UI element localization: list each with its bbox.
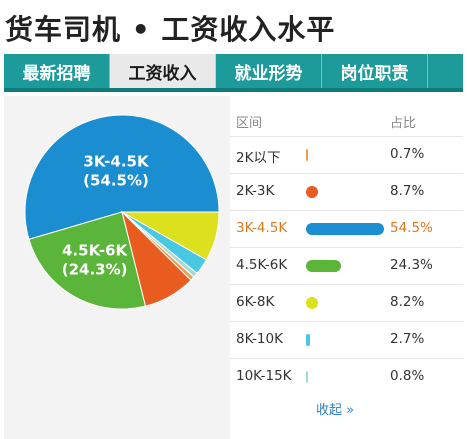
- row-range-label: 4.5K-6K: [236, 257, 288, 273]
- row-share-value: 24.3%: [390, 257, 433, 273]
- row-share-value: 2.7%: [390, 331, 425, 347]
- column-header-share: 占比: [390, 116, 417, 131]
- row-share-value: 0.8%: [390, 368, 425, 384]
- row-share-bar: [306, 223, 384, 235]
- table-row: 8K-10K 2.7%: [230, 321, 463, 357]
- table-row: 3K-4.5K 54.5%: [230, 210, 463, 246]
- salary-pie-chart: 3K-4.5K (54.5%) 4.5K-6K (24.3%): [24, 114, 220, 310]
- page-title: 货车司机 • 工资收入水平: [5, 13, 336, 46]
- table-row: 2K以下 0.7%: [230, 136, 463, 172]
- pie-slice: [24, 114, 220, 241]
- tab-bar-filler: [428, 54, 463, 88]
- table-row: 4.5K-6K 24.3%: [230, 247, 463, 283]
- tab-bar: 最新招聘 工资收入 就业形势 岗位职责: [4, 54, 463, 92]
- column-header-range: 区间: [236, 116, 263, 131]
- row-share-value: 8.2%: [390, 294, 425, 310]
- row-range-label: 8K-10K: [236, 331, 283, 347]
- row-range-label: 2K以下: [236, 150, 281, 166]
- salary-distribution-table: 区间 占比 2K以下 0.7% 2K-3K 8.7% 3K-4.5K 54.5% 4.5K-…: [230, 96, 463, 439]
- row-share-value: 8.7%: [390, 183, 425, 199]
- row-range-label: 3K-4.5K: [236, 220, 288, 236]
- tab-salary-income[interactable]: 工资收入: [110, 54, 216, 88]
- row-share-bar: [306, 260, 341, 272]
- row-range-label: 6K-8K: [236, 294, 275, 310]
- tab-job-duties[interactable]: 岗位职责: [322, 54, 428, 88]
- tab-employment-outlook[interactable]: 就业形势: [216, 54, 322, 88]
- tab-latest-jobs[interactable]: 最新招聘: [4, 54, 110, 88]
- row-share-bar: [306, 297, 318, 309]
- table-row: 6K-8K 8.2%: [230, 284, 463, 320]
- row-share-bar: [306, 186, 319, 198]
- table-row: 2K-3K 8.7%: [230, 173, 463, 209]
- row-share-value: 54.5%: [390, 220, 433, 236]
- row-share-bar: [306, 149, 308, 161]
- pie-slice-label: 3K-4.5K (54.5%): [83, 152, 150, 189]
- collapse-link[interactable]: 收起 »: [316, 403, 355, 418]
- table-row: 10K-15K 0.8%: [230, 358, 463, 394]
- pie-slice-label: 4.5K-6K (24.3%): [62, 242, 129, 279]
- pie-slice: [28, 211, 147, 310]
- row-share-bar: [306, 371, 308, 383]
- row-range-label: 2K-3K: [236, 183, 275, 199]
- row-range-label: 10K-15K: [236, 368, 292, 384]
- row-share-bar: [306, 334, 310, 346]
- pie-chart-panel: 3K-4.5K (54.5%) 4.5K-6K (24.3%): [4, 96, 230, 439]
- row-share-value: 0.7%: [390, 146, 425, 162]
